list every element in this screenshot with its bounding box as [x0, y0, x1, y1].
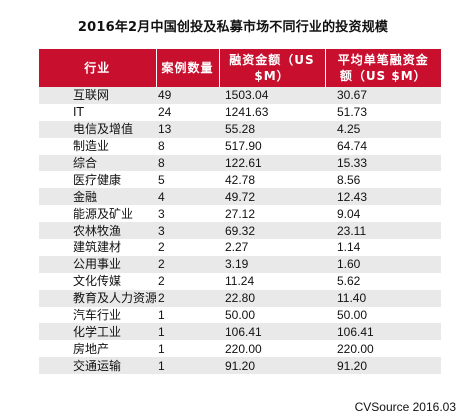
amount-cell: 1503.04	[219, 87, 325, 104]
amount-cell: 27.12	[219, 205, 325, 223]
amount-cell: 106.41	[219, 323, 325, 341]
average-cell: 64.74	[325, 137, 441, 155]
table-row: 汽车行业 1 50.00 50.00	[39, 306, 441, 324]
cases-cell: 1	[156, 323, 219, 341]
header-average: 平均单笔融资金 额（US $M）	[325, 49, 441, 87]
table-title: 2016年2月中国创投及私募市场不同行业的投资规模	[77, 20, 389, 35]
cases-cell: 2	[156, 239, 219, 256]
industry-cell: 医疗健康	[39, 171, 156, 189]
industry-cell: 金融	[39, 188, 156, 206]
average-cell: 1.60	[325, 255, 441, 273]
table-row: 公用事业 2 3.19 1.60	[39, 255, 441, 273]
header-amount: 融资金额（US $M）	[219, 49, 326, 87]
industry-cell: 农林牧渔	[39, 222, 156, 240]
amount-cell: 220.00	[219, 340, 325, 358]
table-row: 建筑建材 2 2.27 1.14	[39, 239, 441, 256]
table-row: IT 24 1241.63 51.73	[39, 103, 441, 121]
average-cell: 23.11	[325, 222, 441, 240]
industry-cell: 公用事业	[39, 255, 156, 273]
average-cell: 51.73	[325, 103, 441, 121]
table-row: 互联网 49 1503.04 30.67	[39, 87, 441, 104]
table-row: 化学工业 1 106.41 106.41	[39, 323, 441, 341]
industry-cell: 教育及人力资源	[39, 289, 156, 307]
industry-cell: 互联网	[39, 87, 156, 104]
cases-cell: 1	[156, 306, 219, 324]
header-industry: 行业	[39, 49, 157, 87]
average-cell: 91.20	[325, 357, 441, 375]
table-row: 教育及人力资源 2 22.80 11.40	[39, 289, 441, 307]
investment-table: 行业 案例数量 融资金额（US $M） 平均单笔融资金 额（US $M） 互联网 49…	[39, 49, 441, 375]
table-body: 互联网 49 1503.04 30.67 IT 24 1241.63 51.73 电信及增值 13…	[39, 87, 441, 375]
cases-cell: 8	[156, 137, 219, 155]
cases-cell: 2	[156, 289, 219, 307]
industry-cell: 制造业	[39, 137, 156, 155]
average-cell: 106.41	[325, 323, 441, 341]
average-cell: 30.67	[325, 87, 441, 104]
amount-cell: 22.80	[219, 289, 325, 307]
amount-cell: 2.27	[219, 239, 325, 256]
table-row: 综合 8 122.61 15.33	[39, 154, 441, 172]
amount-cell: 11.24	[219, 272, 325, 290]
header-average-line2: 额（US $M）	[339, 69, 427, 83]
cases-cell: 1	[156, 357, 219, 375]
amount-cell: 517.90	[219, 137, 325, 155]
amount-cell: 50.00	[219, 306, 325, 324]
average-cell: 50.00	[325, 306, 441, 324]
amount-cell: 91.20	[219, 357, 325, 375]
amount-cell: 3.19	[219, 255, 325, 273]
table-row: 电信及增值 13 55.28 4.25	[39, 120, 441, 138]
cases-cell: 4	[156, 188, 219, 206]
header-average-line1: 平均单笔融资金	[337, 53, 429, 67]
amount-cell: 69.32	[219, 222, 325, 240]
cases-cell: 3	[156, 222, 219, 240]
average-cell: 12.43	[325, 188, 441, 206]
average-cell: 15.33	[325, 154, 441, 172]
cases-cell: 3	[156, 205, 219, 223]
average-cell: 4.25	[325, 120, 441, 138]
source-note: CVSource 2016.03	[354, 400, 456, 414]
amount-cell: 49.72	[219, 188, 325, 206]
industry-cell: 化学工业	[39, 323, 156, 341]
amount-cell: 42.78	[219, 171, 325, 189]
industry-cell: 汽车行业	[39, 306, 156, 324]
average-cell: 8.56	[325, 171, 441, 189]
industry-cell: 能源及矿业	[39, 205, 156, 223]
cases-cell: 24	[156, 103, 219, 121]
average-cell: 5.62	[325, 272, 441, 290]
header-cases: 案例数量	[156, 49, 220, 87]
average-cell: 220.00	[325, 340, 441, 358]
industry-cell: 电信及增值	[39, 120, 156, 138]
industry-cell: 交通运输	[39, 357, 156, 375]
table-row: 文化传媒 2 11.24 5.62	[39, 272, 441, 290]
cases-cell: 49	[156, 87, 219, 104]
average-cell: 11.40	[325, 289, 441, 307]
header-amount-line2: $M）	[254, 69, 290, 83]
table-row: 医疗健康 5 42.78 8.56	[39, 171, 441, 189]
table-row: 制造业 8 517.90 64.74	[39, 137, 441, 155]
table-row: 能源及矿业 3 27.12 9.04	[39, 205, 441, 223]
table-row: 金融 4 49.72 12.43	[39, 188, 441, 206]
amount-cell: 122.61	[219, 154, 325, 172]
amount-cell: 1241.63	[219, 103, 325, 121]
table-row: 房地产 1 220.00 220.00	[39, 340, 441, 358]
industry-cell: 建筑建材	[39, 239, 156, 256]
cases-cell: 2	[156, 272, 219, 290]
amount-cell: 55.28	[219, 120, 325, 138]
header-amount-line1: 融资金额（US	[229, 53, 315, 67]
industry-cell: 房地产	[39, 340, 156, 358]
cases-cell: 1	[156, 340, 219, 358]
table-row: 农林牧渔 3 69.32 23.11	[39, 222, 441, 240]
average-cell: 1.14	[325, 239, 441, 256]
cases-cell: 2	[156, 255, 219, 273]
cases-cell: 5	[156, 171, 219, 189]
table-header-row: 行业 案例数量 融资金额（US $M） 平均单笔融资金 额（US $M）	[39, 49, 441, 87]
industry-cell: IT	[39, 103, 156, 121]
industry-cell: 文化传媒	[39, 272, 156, 290]
cases-cell: 13	[156, 120, 219, 138]
average-cell: 9.04	[325, 205, 441, 223]
cases-cell: 8	[156, 154, 219, 172]
table-row: 交通运输 1 91.20 91.20	[39, 357, 441, 375]
industry-cell: 综合	[39, 154, 156, 172]
